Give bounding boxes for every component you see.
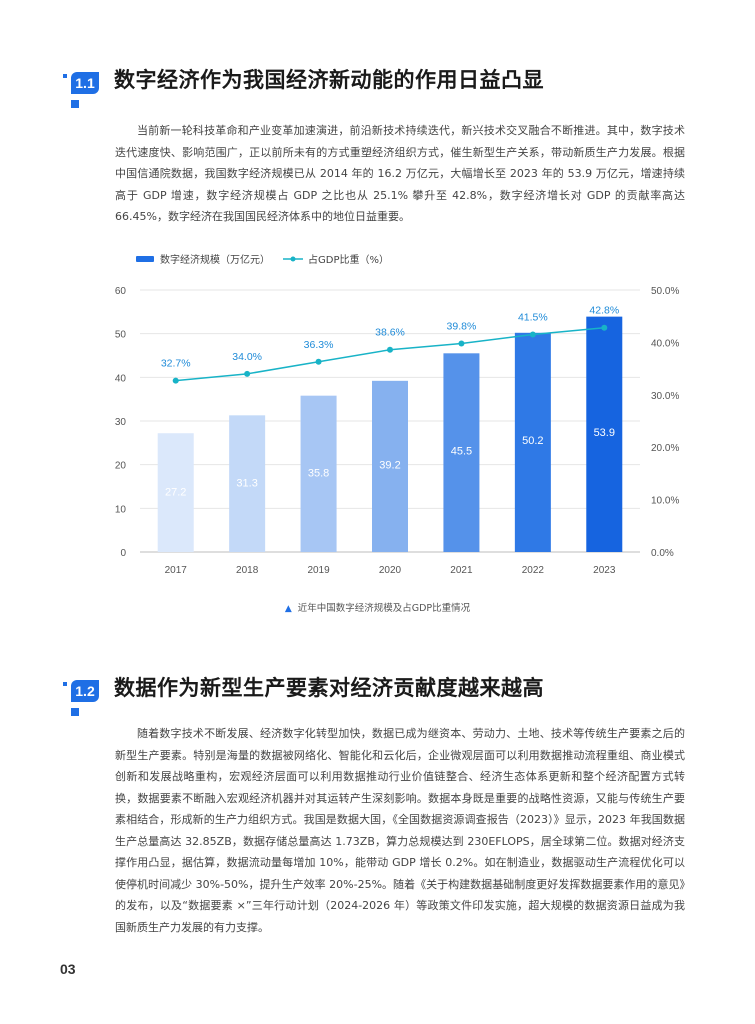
triangle-icon: ▲ [284, 604, 292, 614]
section-number: 1.1 [71, 72, 99, 94]
bar [157, 433, 194, 552]
y-tick-label: 40 [115, 373, 127, 384]
bar [514, 332, 551, 552]
section-title: 数字经济作为我国经济新动能的作用日益凸显 [114, 68, 544, 92]
bar [229, 415, 266, 552]
section-1-paragraph: 当前新一轮科技革命和产业变革加速演进，前沿新技术持续迭代，新兴技术交叉融合不断推… [115, 124, 685, 223]
line-value-label: 39.8% [447, 320, 477, 332]
badge-dot [63, 682, 67, 686]
section-number: 1.2 [71, 680, 99, 702]
y2-tick-label: 20.0% [651, 443, 679, 454]
badge-square [71, 100, 79, 108]
line-value-label: 38.6% [375, 327, 405, 339]
bar-value-label: 31.3 [236, 477, 257, 489]
line-value-label: 42.8% [589, 305, 619, 317]
x-tick-label: 2018 [236, 565, 259, 576]
bar [443, 353, 480, 552]
y2-tick-label: 30.0% [651, 391, 679, 402]
chart-caption-text: 近年中国数字经济规模及占GDP比重情况 [297, 603, 471, 614]
line-value-label: 32.7% [161, 358, 191, 370]
line-value-label: 34.0% [232, 351, 262, 363]
bar-value-label: 39.2 [379, 460, 400, 472]
bar-value-label: 53.9 [594, 427, 615, 439]
chart-caption: ▲ 近年中国数字经济规模及占GDP比重情况 [0, 600, 755, 614]
y-tick-label: 10 [115, 504, 127, 515]
x-tick-label: 2019 [307, 565, 330, 576]
badge-dot [63, 74, 67, 78]
y2-tick-label: 50.0% [651, 286, 679, 297]
legend-bar-label: 数字经济规模（万亿元） [160, 253, 270, 266]
legend-line-marker [290, 256, 296, 262]
x-tick-label: 2023 [593, 565, 616, 576]
y-tick-label: 60 [115, 286, 127, 297]
bar-value-label: 27.2 [165, 486, 186, 498]
y-tick-label: 50 [115, 330, 127, 341]
bar [372, 380, 408, 552]
line-point [387, 346, 393, 353]
y2-tick-label: 10.0% [651, 496, 679, 507]
line-value-label: 36.3% [304, 339, 334, 351]
bar-value-label: 35.8 [308, 467, 329, 479]
legend-bar-swatch [136, 256, 154, 262]
digital-economy-chart: 0 10 20 30 40 50 60 0.0% 10.0% 20.0% 30.0% 40.0% 50.… [115, 253, 680, 576]
y-tick-label: 30 [115, 417, 127, 428]
y-tick-label: 20 [115, 461, 127, 472]
bar [586, 316, 623, 552]
line-point [315, 358, 322, 365]
x-tick-label: 2017 [165, 565, 188, 576]
legend-line-label: 占GDP比重（%） [308, 253, 389, 266]
badge-square [71, 708, 79, 716]
y2-tick-label: 40.0% [651, 338, 679, 349]
x-tick-label: 2021 [450, 565, 473, 576]
line-point [529, 331, 536, 338]
section-badge: 1.1 [60, 68, 100, 108]
page-number: 03 [60, 961, 76, 977]
y2-tick-label: 0.0% [651, 548, 674, 559]
line-point [172, 377, 179, 384]
x-tick-label: 2022 [522, 565, 545, 576]
bar-value-label: 50.2 [522, 435, 543, 447]
section-badge: 1.2 [60, 676, 100, 716]
y-tick-label: 0 [120, 548, 126, 559]
bar-value-label: 45.5 [451, 446, 472, 458]
bar [300, 395, 337, 552]
line-point [244, 370, 251, 377]
line-point [458, 340, 465, 347]
section-title: 数据作为新型生产要素对经济贡献度越来越高 [114, 676, 544, 700]
line-value-label: 41.5% [518, 312, 548, 324]
section-2-paragraph: 随着数字技术不断发展、经济数字化转型加快，数据已成为继资本、劳动力、土地、技术等… [115, 727, 685, 934]
x-tick-label: 2020 [379, 565, 402, 576]
line-point [601, 324, 608, 331]
